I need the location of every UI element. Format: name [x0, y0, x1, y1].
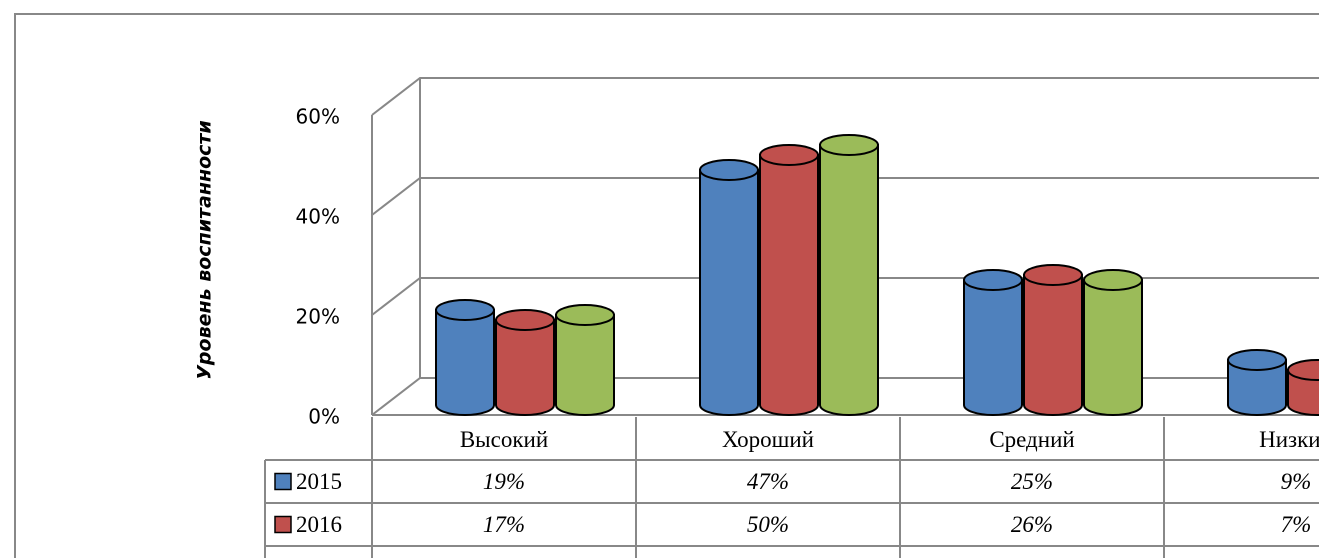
value-label: 26%	[1011, 512, 1053, 537]
category-label: Средний	[989, 427, 1074, 452]
legend-key	[274, 472, 292, 491]
bar-body	[819, 144, 879, 416]
y-tick-label: 20%	[296, 305, 340, 329]
bar	[819, 134, 879, 416]
bar-cap	[963, 269, 1023, 291]
bar-body	[435, 309, 495, 416]
bar-cap	[1287, 359, 1319, 381]
bar	[759, 144, 819, 416]
legend-label: 2015	[296, 469, 342, 494]
bar-body	[555, 314, 615, 416]
value-label: 25%	[1011, 469, 1053, 494]
bar	[699, 159, 759, 416]
bar-cap	[699, 159, 759, 181]
bar-cap	[435, 299, 495, 321]
bar-cap	[759, 144, 819, 166]
value-label: 7%	[1281, 512, 1312, 537]
value-label: 50%	[747, 512, 789, 537]
bar	[435, 299, 495, 416]
bar-body	[699, 169, 759, 416]
bar-body	[1227, 359, 1287, 416]
bar	[495, 309, 555, 416]
bar	[1287, 359, 1319, 416]
bar-body	[1287, 369, 1319, 416]
grid-line	[371, 177, 1319, 216]
bar-cap	[495, 309, 555, 331]
y-tick-label: 40%	[296, 205, 340, 229]
category-label: Низкий	[1259, 427, 1319, 452]
bar	[1083, 269, 1143, 416]
bar-body	[495, 319, 555, 416]
value-label: 47%	[747, 469, 789, 494]
bar-cap	[1023, 264, 1083, 286]
bar-cap	[1083, 269, 1143, 291]
y-tick-label: 60%	[296, 105, 340, 129]
bar	[555, 304, 615, 416]
bar-cap	[1227, 349, 1287, 371]
bar	[1227, 349, 1287, 416]
value-label: 17%	[483, 512, 525, 537]
legend-key	[274, 515, 292, 534]
category-label: Хороший	[722, 427, 814, 452]
y-tick-label: 0%	[308, 405, 340, 429]
bar-body	[1083, 279, 1143, 416]
bar-cap	[555, 304, 615, 326]
chart-border	[14, 13, 1319, 558]
category-label: Высокий	[460, 427, 548, 452]
bar	[963, 269, 1023, 416]
bar-cap	[819, 134, 879, 156]
bar-body	[963, 279, 1023, 416]
grid-line	[371, 77, 1319, 116]
y-axis-label: Уровень воспитанности	[194, 120, 216, 379]
bar	[1023, 264, 1083, 416]
bar-body	[759, 154, 819, 416]
value-label: 9%	[1281, 469, 1312, 494]
legend-label: 2016	[296, 512, 342, 537]
value-label: 19%	[483, 469, 525, 494]
bar-body	[1023, 274, 1083, 416]
